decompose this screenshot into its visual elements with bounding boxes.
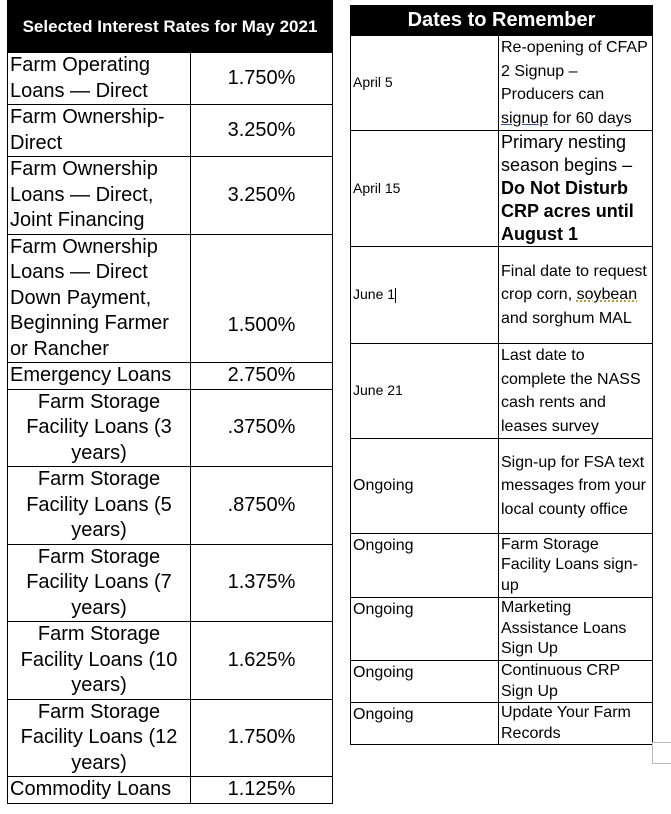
event: Final date to request crop corn, soybean…	[498, 246, 653, 344]
event: Continuous CRP Sign Up	[498, 660, 653, 703]
date: April 15	[350, 130, 499, 247]
event-text: Re-opening of CFAP 2 Signup – Producers …	[501, 39, 648, 103]
loan-type: Commodity Loans	[7, 776, 191, 804]
table-row: Commodity Loans 1.125%	[7, 776, 333, 804]
rate-value: 1.750%	[190, 52, 333, 105]
date-text: June 1	[353, 286, 396, 303]
table-row: Ongoing Marketing Assistance Loans Sign U…	[350, 597, 653, 661]
rate-value: 1.500%	[190, 233, 333, 363]
rate-value: .3750%	[190, 388, 333, 467]
date: Ongoing	[350, 533, 499, 598]
table-row: Farm Storage Facility Loans (5 years) .87…	[7, 466, 333, 545]
table-row: Farm Storage Facility Loans (7 years) 1.3…	[7, 543, 333, 622]
rates-title: Selected Interest Rates for May 2021	[7, 0, 333, 53]
table-row: April 15 Primary nesting season begins – …	[350, 130, 653, 247]
text-cursor	[395, 288, 397, 304]
interest-rates-table: Selected Interest Rates for May 2021 Far…	[7, 0, 333, 804]
rate-value: 2.750%	[190, 362, 333, 390]
table-row: Farm Ownership Loans — Direct Down Payme…	[7, 233, 333, 363]
page-corner-marker	[652, 742, 671, 764]
loan-type: Farm Storage Facility Loans (7 years)	[7, 543, 191, 622]
event-text: for 60 days	[548, 109, 632, 127]
table-row: Farm Storage Facility Loans (12 years) 1.…	[7, 698, 333, 777]
event-text-underlined: signup	[501, 109, 549, 127]
table-row: Farm Ownership Loans — Direct, Joint Fin…	[7, 156, 333, 235]
event: Update Your Farm Records	[498, 702, 653, 745]
rate-value: 1.750%	[190, 698, 333, 777]
table-row: June 21 Last date to complete the NASS ca…	[350, 343, 653, 439]
table-row: Farm Storage Facility Loans (10 years) 1.…	[7, 621, 333, 700]
event: Re-opening of CFAP 2 Signup – Producers …	[498, 35, 653, 131]
table-row: Emergency Loans 2.750%	[7, 362, 333, 390]
loan-type: Farm Storage Facility Loans (12 years)	[7, 698, 191, 777]
table-row: Ongoing Farm Storage Facility Loans sign-…	[350, 533, 653, 598]
table-row: Farm Ownership-Direct 3.250%	[7, 104, 333, 157]
date: April 5	[350, 35, 499, 131]
date: Ongoing	[350, 438, 499, 534]
table-row: Ongoing Sign-up for FSA text messages fro…	[350, 438, 653, 534]
event-text: Primary nesting season begins –	[501, 132, 633, 175]
loan-type: Emergency Loans	[7, 362, 191, 390]
loan-type: Farm Storage Facility Loans (3 years)	[7, 388, 191, 467]
loan-type: Farm Ownership Loans — Direct Down Payme…	[7, 233, 191, 363]
rate-value: 3.250%	[190, 156, 333, 235]
table-row: April 5 Re-opening of CFAP 2 Signup – Pro…	[350, 35, 653, 131]
event: Last date to complete the NASS cash rent…	[498, 343, 653, 439]
rate-value: 1.375%	[190, 543, 333, 622]
date: Ongoing	[350, 660, 499, 703]
event: Farm Storage Facility Loans sign-up	[498, 533, 653, 598]
table-row: Ongoing Update Your Farm Records	[350, 702, 653, 745]
table-row: Ongoing Continuous CRP Sign Up	[350, 660, 653, 703]
table-row: Farm Storage Facility Loans (3 years) .37…	[7, 388, 333, 467]
rate-value: 1.125%	[190, 776, 333, 804]
event-text-bold: Do Not Disturb CRP acres until August 1	[501, 178, 634, 244]
loan-type: Farm Storage Facility Loans (10 years)	[7, 621, 191, 700]
event-text-underlined: soybean	[576, 286, 638, 304]
date: June 1	[350, 246, 499, 344]
event: Primary nesting season begins – Do Not D…	[498, 130, 653, 247]
loan-type: Farm Ownership-Direct	[7, 104, 191, 157]
loan-type: Farm Operating Loans — Direct	[7, 52, 191, 105]
event: Sign-up for FSA text messages from your …	[498, 438, 653, 534]
dates-to-remember-table: Dates to Remember April 5 Re-opening of C…	[350, 5, 653, 745]
event-text: and sorghum MAL	[501, 309, 632, 327]
table-row: Farm Operating Loans — Direct 1.750%	[7, 52, 333, 105]
date: Ongoing	[350, 597, 499, 661]
dates-title: Dates to Remember	[350, 5, 653, 36]
date: June 21	[350, 343, 499, 439]
loan-type: Farm Ownership Loans — Direct, Joint Fin…	[7, 156, 191, 235]
event: Marketing Assistance Loans Sign Up	[498, 597, 653, 661]
event-text: Final date to request crop corn,	[501, 262, 647, 304]
rate-value: 3.250%	[190, 104, 333, 157]
rate-value: .8750%	[190, 466, 333, 545]
date: Ongoing	[350, 702, 499, 745]
loan-type: Farm Storage Facility Loans (5 years)	[7, 466, 191, 545]
table-row: June 1 Final date to request crop corn, s…	[350, 246, 653, 344]
rate-value: 1.625%	[190, 621, 333, 700]
